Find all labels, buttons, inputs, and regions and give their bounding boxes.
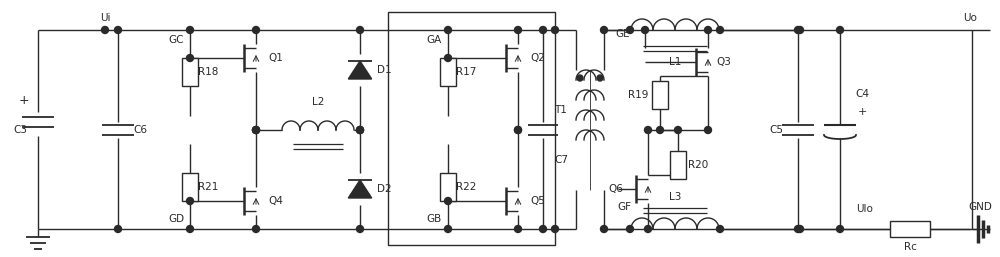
Text: C7: C7 <box>554 155 568 165</box>
Circle shape <box>356 126 364 133</box>
Circle shape <box>252 225 260 233</box>
Circle shape <box>644 225 652 233</box>
Circle shape <box>794 225 802 233</box>
Text: Rc: Rc <box>904 242 916 252</box>
Circle shape <box>102 26 108 33</box>
Text: Q5: Q5 <box>531 196 545 206</box>
Text: C4: C4 <box>855 89 869 99</box>
Text: GB: GB <box>426 214 442 224</box>
Text: R18: R18 <box>198 67 218 77</box>
Text: L2: L2 <box>312 97 324 107</box>
Bar <box>652 81 668 109</box>
Circle shape <box>444 26 452 33</box>
Bar <box>890 221 930 237</box>
Circle shape <box>540 225 546 233</box>
Circle shape <box>356 126 364 133</box>
Text: +: + <box>857 107 867 117</box>
Circle shape <box>642 26 648 33</box>
Circle shape <box>552 225 558 233</box>
Circle shape <box>356 225 364 233</box>
Circle shape <box>836 225 844 233</box>
Text: GND: GND <box>968 202 992 212</box>
Circle shape <box>444 54 452 61</box>
Bar <box>182 173 198 201</box>
Text: D1: D1 <box>377 65 391 75</box>
Circle shape <box>600 225 608 233</box>
Text: GA: GA <box>426 35 442 45</box>
Text: Ui: Ui <box>100 13 110 23</box>
Text: R19: R19 <box>628 90 648 100</box>
Circle shape <box>626 26 634 33</box>
Circle shape <box>356 26 364 33</box>
Text: C3: C3 <box>13 125 27 135</box>
Text: R22: R22 <box>456 182 476 192</box>
Text: R20: R20 <box>688 160 708 170</box>
Text: T1: T1 <box>554 105 566 115</box>
Bar <box>670 151 686 179</box>
Bar <box>440 58 456 86</box>
Text: C5: C5 <box>769 125 783 135</box>
Circle shape <box>796 26 804 33</box>
Circle shape <box>552 26 558 33</box>
Text: L1: L1 <box>669 57 681 67</box>
Text: UIo: UIo <box>857 204 873 214</box>
Circle shape <box>716 26 724 33</box>
Circle shape <box>514 26 522 33</box>
Text: Q3: Q3 <box>717 57 731 67</box>
Circle shape <box>836 26 844 33</box>
Text: L3: L3 <box>669 192 681 202</box>
Circle shape <box>656 126 664 133</box>
Text: GE: GE <box>616 29 630 39</box>
Text: C6: C6 <box>133 125 147 135</box>
Circle shape <box>626 225 634 233</box>
Text: R17: R17 <box>456 67 476 77</box>
Circle shape <box>186 26 194 33</box>
Text: Q1: Q1 <box>269 53 283 63</box>
Circle shape <box>186 197 194 205</box>
Circle shape <box>114 225 122 233</box>
Circle shape <box>644 126 652 133</box>
Text: D2: D2 <box>377 184 391 194</box>
Text: +: + <box>19 94 29 106</box>
Circle shape <box>252 126 260 133</box>
Circle shape <box>252 126 260 133</box>
Text: R21: R21 <box>198 182 218 192</box>
Polygon shape <box>348 61 372 79</box>
Circle shape <box>514 126 522 133</box>
Circle shape <box>114 26 122 33</box>
Circle shape <box>597 75 603 81</box>
Circle shape <box>514 126 522 133</box>
Text: GC: GC <box>168 35 184 45</box>
Text: Q6: Q6 <box>609 184 623 194</box>
Circle shape <box>577 75 583 81</box>
Circle shape <box>796 225 804 233</box>
Circle shape <box>704 126 712 133</box>
Text: GF: GF <box>617 202 631 212</box>
Circle shape <box>716 225 724 233</box>
Circle shape <box>186 54 194 61</box>
Circle shape <box>444 225 452 233</box>
Circle shape <box>540 26 546 33</box>
Circle shape <box>704 26 712 33</box>
Circle shape <box>252 26 260 33</box>
Bar <box>182 58 198 86</box>
Circle shape <box>356 126 364 133</box>
Circle shape <box>444 197 452 205</box>
Bar <box>388 12 555 245</box>
Bar <box>440 173 456 201</box>
Circle shape <box>674 126 682 133</box>
Circle shape <box>186 225 194 233</box>
Polygon shape <box>348 180 372 198</box>
Circle shape <box>600 26 608 33</box>
Text: Uo: Uo <box>963 13 977 23</box>
Text: Q2: Q2 <box>531 53 545 63</box>
Text: Q4: Q4 <box>269 196 283 206</box>
Circle shape <box>252 126 260 133</box>
Circle shape <box>514 225 522 233</box>
Text: GD: GD <box>168 214 184 224</box>
Circle shape <box>794 26 802 33</box>
